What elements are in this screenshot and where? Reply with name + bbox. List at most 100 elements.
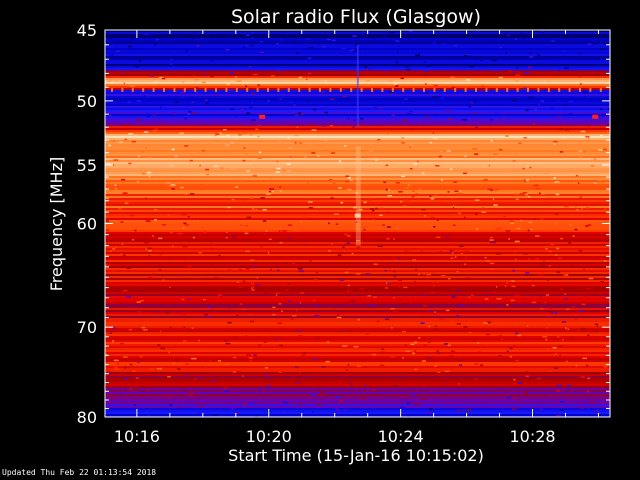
heatmap-speckle <box>264 233 266 236</box>
heatmap-speckle <box>603 366 608 368</box>
heatmap-speckle <box>453 181 457 183</box>
heatmap-speckle <box>271 190 274 193</box>
heatmap-speckle <box>382 392 386 395</box>
heatmap-speckle <box>556 59 562 61</box>
heatmap-speckle <box>270 291 272 293</box>
heatmap-speckle <box>605 181 608 184</box>
heatmap-speckle <box>590 401 594 403</box>
heatmap-speckle <box>575 318 577 320</box>
heatmap-speckle <box>557 116 562 118</box>
heatmap-speckle <box>134 229 137 232</box>
heatmap-speckle <box>173 113 176 115</box>
heatmap-speckle <box>454 44 457 47</box>
heatmap-speckle <box>307 100 310 102</box>
heatmap-speckle <box>359 288 365 290</box>
heatmap-speckle <box>249 65 252 68</box>
heatmap-speckle <box>404 187 409 189</box>
heatmap-speckle <box>493 69 499 71</box>
heatmap-band <box>105 132 610 134</box>
heatmap-speckle <box>488 164 491 167</box>
heatmap-speckle <box>138 324 144 326</box>
heatmap-speckle <box>529 56 534 58</box>
heatmap-speckle <box>489 405 492 407</box>
heatmap-band <box>105 180 610 182</box>
heatmap-speckle <box>466 320 472 322</box>
heatmap-speckle <box>113 366 118 368</box>
heatmap-speckle <box>258 256 264 259</box>
heatmap-band <box>105 366 610 368</box>
heatmap-speckle <box>430 291 435 294</box>
heatmap-speckle <box>297 268 303 270</box>
heatmap-speckle <box>171 188 175 190</box>
heatmap-speckle <box>210 60 214 62</box>
heatmap-speckle <box>311 129 317 131</box>
heatmap-speckle <box>435 95 440 98</box>
heatmap-periodic-dot <box>381 87 384 92</box>
heatmap-speckle <box>236 315 239 317</box>
heatmap-speckle <box>499 46 502 49</box>
heatmap-speckle <box>162 224 167 226</box>
heatmap-speckle <box>270 269 272 271</box>
heatmap-speckle <box>350 383 353 385</box>
heatmap-speckle <box>270 381 273 383</box>
heatmap-speckle <box>450 257 454 259</box>
heatmap-speckle <box>526 179 529 182</box>
heatmap-speckle <box>339 279 345 281</box>
heatmap-speckle <box>326 38 331 41</box>
heatmap-speckle <box>512 99 517 102</box>
heatmap-speckle <box>298 334 304 337</box>
heatmap-speckle <box>445 109 451 111</box>
heatmap-speckle <box>395 61 399 63</box>
heatmap-speckle <box>401 137 405 139</box>
heatmap-speckle <box>128 133 133 135</box>
heatmap-speckle <box>385 221 388 224</box>
heatmap-speckle <box>134 404 136 406</box>
heatmap-speckle <box>569 223 572 226</box>
heatmap-speckle <box>114 187 118 190</box>
heatmap-speckle <box>122 192 128 194</box>
heatmap-speckle <box>536 90 539 92</box>
heatmap-speckle <box>105 353 107 355</box>
heatmap-speckle <box>367 295 372 297</box>
heatmap-speckle <box>548 250 552 253</box>
heatmap-speckle <box>433 285 435 287</box>
heatmap-speckle <box>554 222 557 225</box>
heatmap-speckle <box>259 41 263 43</box>
heatmap-speckle <box>481 85 484 88</box>
heatmap-speckle <box>167 214 171 216</box>
heatmap-speckle <box>161 252 163 255</box>
heatmap-speckle <box>177 232 183 235</box>
heatmap-speckle <box>482 207 484 209</box>
heatmap-speckle <box>183 326 185 328</box>
heatmap-speckle <box>531 412 535 414</box>
heatmap-speckle <box>274 118 277 121</box>
heatmap-speckle <box>476 228 478 230</box>
heatmap-speckle <box>492 78 494 81</box>
heatmap-band <box>105 168 610 170</box>
heatmap-speckle <box>573 182 575 184</box>
heatmap-speckle <box>264 367 269 369</box>
heatmap-speckle <box>194 78 200 81</box>
heatmap-speckle <box>529 166 532 169</box>
heatmap-speckle <box>525 375 529 377</box>
heatmap-band <box>105 212 610 214</box>
heatmap-speckle <box>233 337 238 339</box>
heatmap-speckle <box>340 201 344 204</box>
heatmap-speckle <box>277 322 282 324</box>
heatmap-speckle <box>462 409 465 411</box>
heatmap-speckle <box>256 277 258 279</box>
heatmap-speckle <box>414 368 418 371</box>
heatmap-speckle <box>176 359 179 362</box>
heatmap-speckle <box>544 301 547 303</box>
heatmap-speckle <box>118 208 122 210</box>
heatmap-speckle <box>597 373 601 376</box>
heatmap-speckle <box>379 206 384 209</box>
heatmap-speckle <box>246 216 252 219</box>
heatmap-speckle <box>345 180 349 183</box>
heatmap-speckle <box>254 173 257 175</box>
heatmap-speckle <box>347 364 350 366</box>
heatmap-speckle <box>523 392 528 395</box>
heatmap-speckle <box>284 303 287 306</box>
heatmap-speckle <box>559 69 561 72</box>
